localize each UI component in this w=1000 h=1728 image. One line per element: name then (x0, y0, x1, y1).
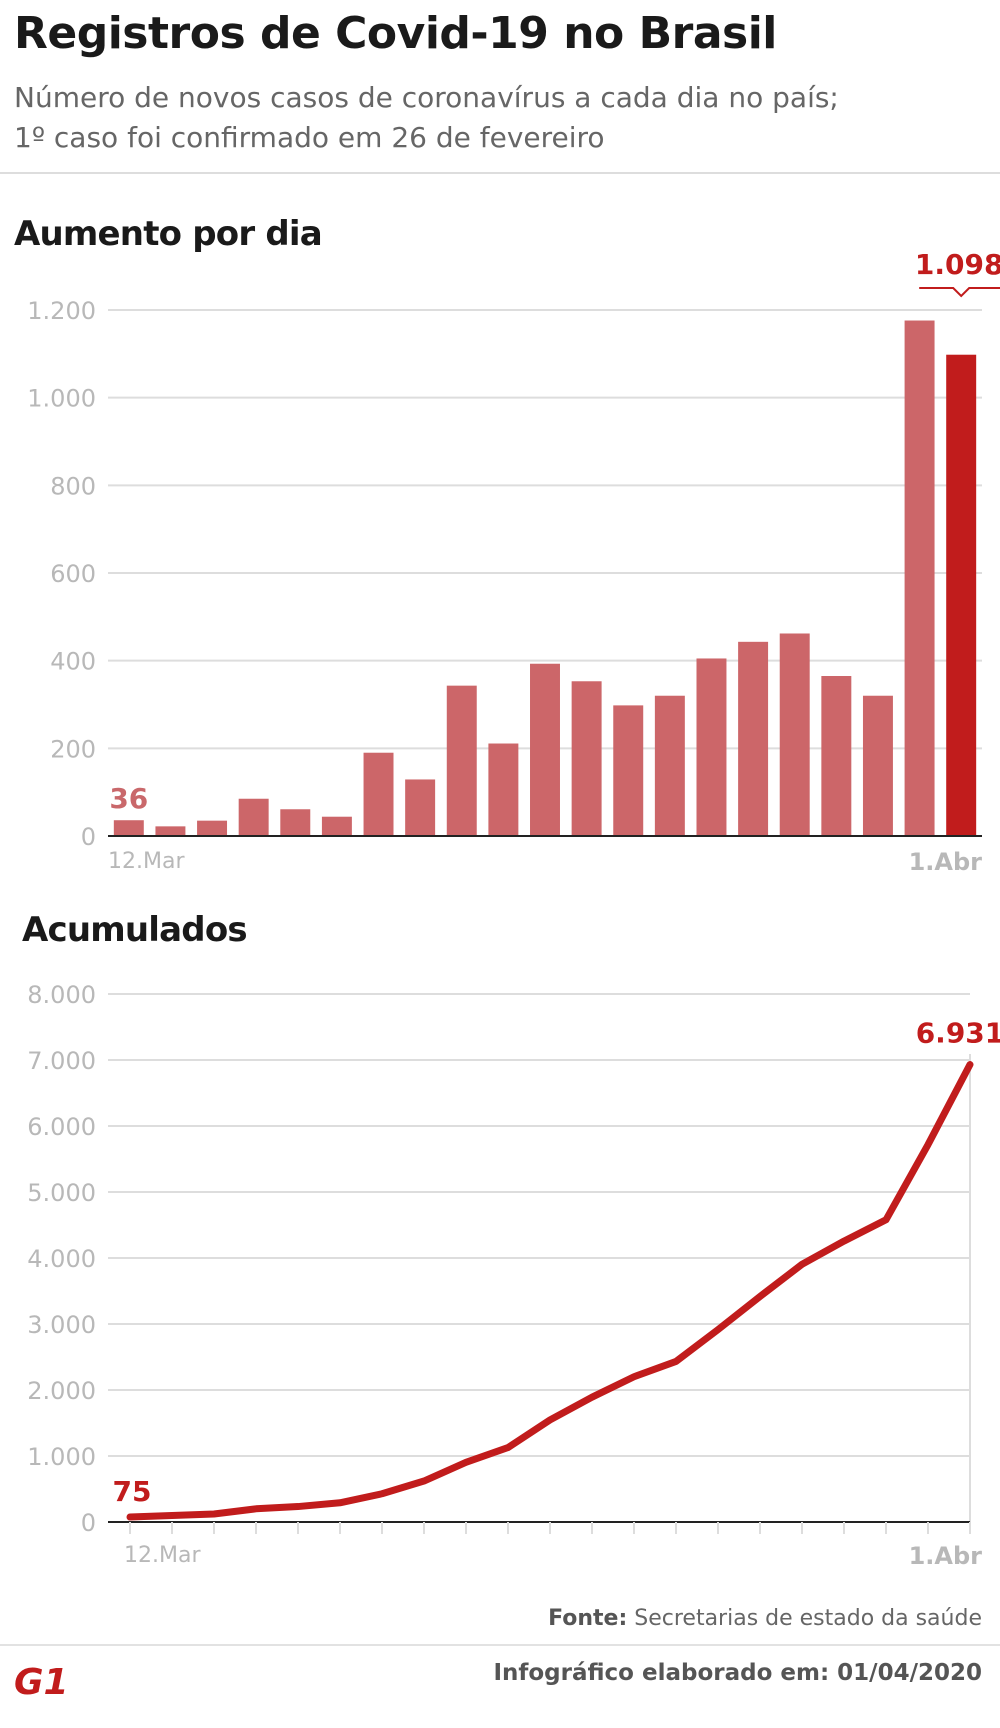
daily-bar-chart: 0 200 400 600 800 1.000 1.200 12.Mar 1.Abr 36 1.09… (27, 248, 1000, 876)
x-label-end: 1.Abr (909, 848, 983, 876)
last-value-label: 6.931 (916, 1017, 1000, 1050)
bar-19.Mar (405, 779, 436, 836)
chart-title: Registros de Covid-19 no Brasil (14, 8, 777, 59)
bar-16.Mar (280, 809, 311, 836)
subtitle-line-2: 1º caso foi confirmado em 26 de fevereir… (14, 121, 605, 154)
y-tick-label: 7.000 (27, 1047, 96, 1075)
y-tick-label: 1.000 (27, 385, 96, 413)
y-tick-label: 6.000 (27, 1113, 96, 1141)
y-tick-label: 400 (50, 648, 96, 676)
bar-22.Mar (530, 663, 560, 836)
y-tick-label: 1.200 (27, 297, 96, 325)
source-text: Secretarias de estado da saúde (634, 1606, 982, 1631)
bar-1.Abr (946, 354, 977, 836)
point-19.Mar (421, 1478, 427, 1485)
y-tick-label: 2.000 (27, 1377, 96, 1405)
infographic-date: Infográfico elaborado em: 01/04/2020 (493, 1660, 982, 1686)
bar-31.Mar (904, 320, 935, 836)
first-value-label: 75 (113, 1475, 152, 1508)
point-28.Mar (799, 1261, 805, 1268)
source-label: Fonte: (548, 1606, 628, 1631)
point-16.Mar (295, 1503, 301, 1510)
point-24.Mar (631, 1373, 637, 1380)
cumulative-line-chart: 0 1.000 2.000 3.000 4.000 5.000 6.000 7.000 8.00… (27, 981, 1000, 1570)
point-13.Mar (169, 1512, 175, 1519)
bar-13.Mar (155, 826, 186, 836)
chart-subtitle: Número de novos casos de coronavírus a c… (14, 78, 974, 158)
point-22.Mar (547, 1416, 553, 1423)
point-26.Mar (715, 1326, 721, 1333)
point-17.Mar (337, 1499, 343, 1506)
bar-21.Mar (488, 743, 519, 836)
y-tick-label: 800 (50, 472, 96, 500)
x-label-start: 12.Mar (108, 849, 185, 874)
g1-logo: G1 (14, 1662, 69, 1700)
point-20.Mar (463, 1459, 469, 1466)
y-tick-label: 0 (81, 1509, 96, 1537)
point-29.Mar (841, 1238, 847, 1245)
bar-24.Mar (613, 705, 644, 836)
bar-20.Mar (446, 685, 477, 836)
point-31.Mar (925, 1141, 931, 1148)
bar-14.Mar (197, 820, 228, 836)
header-divider (0, 172, 1000, 174)
bar-28.Mar (779, 633, 810, 836)
y-tick-label: 200 (50, 735, 96, 763)
y-tick-label: 600 (50, 560, 96, 588)
y-tick-label: 0 (81, 823, 96, 851)
bar-17.Mar (321, 816, 352, 836)
point-25.Mar (673, 1358, 679, 1365)
source-note: Fonte: Secretarias de estado da saúde (548, 1606, 982, 1631)
first-value-label: 36 (109, 782, 148, 815)
y-tick-label: 5.000 (27, 1179, 96, 1207)
point-30.Mar (883, 1216, 889, 1223)
bar-12.Mar (113, 820, 144, 836)
point-14.Mar (211, 1511, 217, 1518)
bar-18.Mar (363, 752, 394, 836)
point-21.Mar (505, 1444, 511, 1451)
last-value-label: 1.098 (915, 248, 1000, 281)
x-label-end: 1.Abr (909, 1542, 983, 1570)
y-tick-label: 3.000 (27, 1311, 96, 1339)
x-label-start: 12.Mar (124, 1543, 201, 1568)
g1-logo-text: G1 (14, 1662, 69, 1700)
point-15.Mar (253, 1505, 259, 1512)
y-tick-label: 4.000 (27, 1245, 96, 1273)
footer-divider (0, 1644, 1000, 1646)
bar-25.Mar (654, 695, 685, 836)
bar-30.Mar (862, 695, 893, 836)
cumulative-section-title: Acumulados (22, 910, 248, 950)
point-12.Mar (127, 1514, 133, 1521)
bar-26.Mar (696, 658, 727, 836)
y-tick-label: 8.000 (27, 981, 96, 1009)
cumulative-line (126, 1061, 974, 1521)
subtitle-line-1: Número de novos casos de coronavírus a c… (14, 81, 839, 114)
point-23.Mar (589, 1394, 595, 1401)
bar-27.Mar (738, 641, 769, 836)
bar-23.Mar (571, 681, 602, 836)
point-27.Mar (757, 1293, 763, 1300)
bar-29.Mar (821, 676, 852, 836)
y-tick-label: 1.000 (27, 1443, 96, 1471)
last-value-callout (919, 287, 1000, 298)
daily-section-title: Aumento por dia (14, 214, 323, 254)
bar-15.Mar (238, 798, 269, 836)
point-1.Abr (967, 1061, 973, 1068)
point-18.Mar (379, 1490, 385, 1497)
